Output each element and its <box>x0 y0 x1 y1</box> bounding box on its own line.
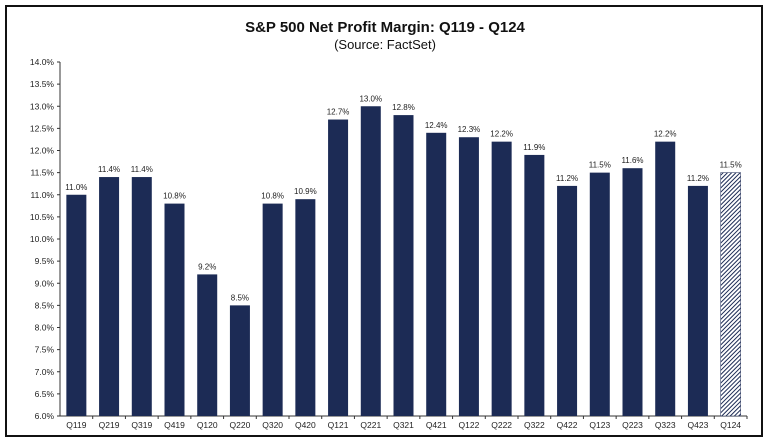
x-tick-label: Q123 <box>589 420 610 430</box>
x-tick-label: Q121 <box>328 420 349 430</box>
y-tick-label: 13.0% <box>30 101 55 111</box>
x-tick-label: Q124 <box>720 420 741 430</box>
bar <box>164 203 185 416</box>
y-tick-label: 11.0% <box>31 190 55 200</box>
data-labels: 11.0% 11.4% 11.4% 10.8% 9.2% 8.5% 10.8% 10.9% 12… <box>65 94 741 302</box>
data-label: 12.2% <box>490 130 513 139</box>
x-tick-label: Q220 <box>230 420 251 430</box>
x-tick-label: Q322 <box>524 420 545 430</box>
data-label: 11.0% <box>65 183 87 192</box>
chart-title: S&P 500 Net Profit Margin: Q119 - Q124 <box>245 19 525 36</box>
bar <box>687 185 708 416</box>
y-tick-label: 8.5% <box>35 300 55 310</box>
x-tick-label: Q421 <box>426 420 447 430</box>
bar <box>131 177 152 416</box>
data-label: 10.8% <box>261 192 284 201</box>
bars <box>66 106 741 417</box>
data-label: 9.2% <box>198 262 216 271</box>
y-tick-label: 12.5% <box>30 123 55 133</box>
y-tick-label: 11.5% <box>31 168 55 178</box>
bar <box>66 194 87 416</box>
x-tick-label: Q119 <box>66 420 86 430</box>
x-tick-label: Q219 <box>99 420 120 430</box>
x-axis: Q119 Q219 Q319 Q419 Q120 Q220 Q320 Q420 Q121 Q221… <box>60 415 748 430</box>
data-label: 13.0% <box>359 94 382 103</box>
bar <box>328 119 349 417</box>
chart-subtitle: (Source: FactSet) <box>334 37 436 52</box>
bar <box>393 115 414 416</box>
y-tick-label: 6.5% <box>35 389 55 399</box>
data-label: 11.4% <box>98 165 120 174</box>
y-tick-label: 12.0% <box>30 146 55 156</box>
y-tick-label: 10.5% <box>30 212 55 222</box>
x-tick-label: Q120 <box>197 420 218 430</box>
x-tick-label: Q422 <box>557 420 578 430</box>
y-tick-label: 7.0% <box>35 367 55 377</box>
bar <box>622 168 643 416</box>
data-label: 12.2% <box>654 130 677 139</box>
bar <box>197 274 218 416</box>
data-label: 11.6% <box>621 156 643 165</box>
x-tick-label: Q423 <box>688 420 709 430</box>
data-label: 12.4% <box>425 121 448 130</box>
bar <box>360 106 381 416</box>
data-label: 10.9% <box>294 187 317 196</box>
y-tick-label: 6.0% <box>35 411 55 421</box>
bar-estimate <box>720 172 741 417</box>
bar <box>426 132 447 417</box>
data-label: 11.9% <box>523 143 545 152</box>
x-tick-label: Q321 <box>393 420 414 430</box>
bar <box>229 305 250 416</box>
data-label: 11.2% <box>687 174 709 183</box>
bar <box>557 185 578 416</box>
bar <box>295 199 316 416</box>
x-tick-label: Q122 <box>459 420 480 430</box>
data-label: 11.2% <box>556 174 578 183</box>
x-tick-label: Q223 <box>622 420 643 430</box>
x-tick-label: Q221 <box>360 420 381 430</box>
data-label: 11.5% <box>589 161 611 170</box>
data-label: 11.4% <box>131 165 153 174</box>
x-tick-label: Q420 <box>295 420 316 430</box>
data-label: 8.5% <box>231 293 249 302</box>
x-tick-label: Q319 <box>131 420 152 430</box>
x-tick-label: Q419 <box>164 420 185 430</box>
y-tick-label: 8.0% <box>35 323 55 333</box>
y-tick-label: 9.0% <box>35 278 55 288</box>
data-label: 12.8% <box>392 103 415 112</box>
data-label: 12.7% <box>327 108 350 117</box>
bar <box>589 172 610 416</box>
y-tick-label: 13.5% <box>30 79 55 89</box>
bar <box>524 154 545 417</box>
y-tick-label: 9.5% <box>35 256 55 266</box>
y-axis: 6.0% 6.5% 7.0% 7.5% 8.0% 8.5% 9.0% 9.5% 10.0% 10.… <box>30 57 61 421</box>
x-tick-label: Q320 <box>262 420 283 430</box>
y-tick-label: 14.0% <box>30 57 55 67</box>
bar <box>458 137 479 416</box>
bar <box>262 203 283 416</box>
bar <box>491 141 512 416</box>
bar <box>655 141 676 416</box>
y-tick-label: 7.5% <box>35 345 55 355</box>
data-label: 12.3% <box>458 125 481 134</box>
data-label: 10.8% <box>163 192 186 201</box>
y-tick-label: 10.0% <box>30 234 55 244</box>
bar <box>99 177 120 416</box>
x-tick-label: Q323 <box>655 420 676 430</box>
x-tick-label: Q222 <box>491 420 512 430</box>
data-label: 11.5% <box>720 161 742 170</box>
